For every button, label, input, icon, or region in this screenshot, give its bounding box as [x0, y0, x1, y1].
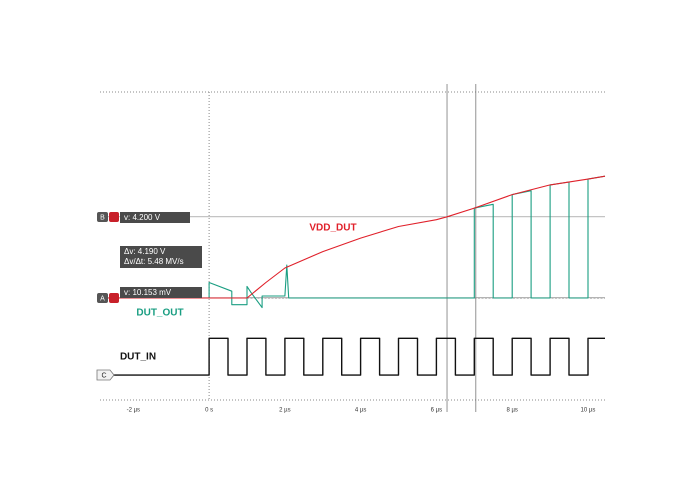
annotation: Δv: 4.190 V: [124, 247, 166, 256]
channel-tag-text: B: [100, 214, 105, 221]
x-tick-label: 4 µs: [355, 408, 366, 414]
x-tick-label: -2 µs: [127, 408, 140, 414]
trace-label: DUT_IN: [120, 352, 156, 363]
trace: [100, 337, 605, 376]
x-tick-label: 10 µs: [581, 408, 596, 414]
trace: [100, 175, 606, 299]
x-tick-label: 6 µs: [431, 408, 442, 414]
trace-label: VDD_DUT: [309, 223, 356, 234]
trace-label: DUT_OUT: [136, 308, 183, 319]
x-tick-label: 0 s: [205, 408, 213, 414]
channel-tag-text: C: [101, 372, 106, 379]
annotation: v: 4.200 V: [124, 213, 161, 222]
channel-tag-text: A: [100, 295, 105, 302]
annotation-box: [120, 246, 202, 268]
x-tick-label: 2 µs: [279, 408, 290, 414]
x-tick-label: 8 µs: [506, 408, 517, 414]
channel-tag-marker: [109, 212, 119, 222]
channel-tag: [97, 293, 108, 303]
annotation: Δv/Δt: 5.48 MV/s: [124, 257, 184, 266]
channel-tag: [97, 212, 108, 222]
channel-tag-marker: [109, 293, 119, 303]
overlay: v: 4.200 V Δv: 4.190 V Δv/Δt: 5.48 MV/s …: [96, 212, 202, 381]
channel-tag: [96, 369, 115, 381]
annotation: v: 10.153 mV: [124, 288, 172, 297]
annotation-box: [120, 287, 202, 298]
annotation-box: [120, 212, 190, 223]
traces: DUT_OUT VDD_DUT DUT_IN: [100, 175, 606, 376]
